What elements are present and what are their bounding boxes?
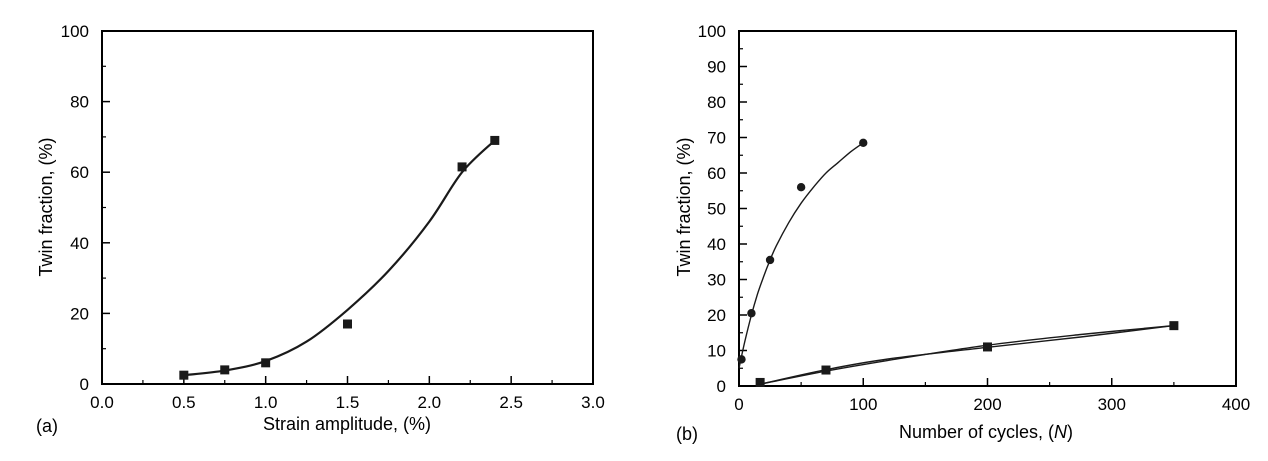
x-tick-label-a-6: 3.0 bbox=[581, 393, 605, 412]
y-tick-label-b-5: 50 bbox=[707, 200, 726, 219]
ticks-a: 0.0 0.5 1.0 1.5 2.0 2.5 3.0 0 20 40 60 80 100 bbox=[61, 22, 605, 412]
x-tick-label-b-3: 300 bbox=[1098, 395, 1126, 414]
x-tick-label-b-2: 200 bbox=[973, 395, 1001, 414]
y-tick-label-b-1: 10 bbox=[707, 342, 726, 361]
markers-b bbox=[737, 138, 1179, 387]
fit-curve-a-series0 bbox=[183, 139, 496, 377]
y-axis-label-a: Twin fraction, (%) bbox=[36, 137, 56, 276]
panel-label-a: (a) bbox=[36, 416, 58, 436]
plot-frame-a bbox=[101, 30, 594, 385]
fit-curve-b-series1-alt bbox=[759, 324, 1174, 385]
ticks-b: 0 100 200 300 400 0 10 20 30 40 50 60 70 80 90 100 bbox=[698, 22, 1251, 414]
y-tick-label-a-0: 0 bbox=[80, 375, 89, 394]
chart-panel-b: 0 100 200 300 400 0 10 20 30 40 50 60 70 80 90 100 Numb… bbox=[674, 22, 1250, 444]
y-tick-label-b-0: 0 bbox=[717, 377, 726, 396]
y-tick-label-a-1: 20 bbox=[70, 304, 89, 323]
x-tick-label-a-4: 2.0 bbox=[418, 393, 442, 412]
y-tick-label-b-8: 80 bbox=[707, 93, 726, 112]
data-point-b-series0-0 bbox=[737, 355, 746, 364]
data-point-a-series0-2 bbox=[261, 358, 271, 368]
x-tick-label-a-1: 0.5 bbox=[172, 393, 196, 412]
x-axis-label-b: Number of cycles, (N) bbox=[899, 422, 1073, 442]
x-axis-label-a: Strain amplitude, (%) bbox=[263, 414, 431, 434]
y-tick-label-a-4: 80 bbox=[70, 93, 89, 112]
x-tick-label-a-3: 1.5 bbox=[336, 393, 360, 412]
data-point-a-series0-0 bbox=[179, 370, 189, 380]
x-tick-label-a-2: 1.0 bbox=[254, 393, 278, 412]
y-tick-label-b-7: 70 bbox=[707, 129, 726, 148]
y-tick-label-b-6: 60 bbox=[707, 164, 726, 183]
data-point-a-series0-1 bbox=[220, 365, 230, 375]
data-point-b-series0-1 bbox=[747, 309, 756, 318]
markers-a bbox=[179, 135, 500, 380]
y-tick-label-a-3: 60 bbox=[70, 163, 89, 182]
fit-curve-b-series1 bbox=[759, 324, 1174, 385]
data-point-a-series0-4 bbox=[457, 162, 467, 172]
chart-panel-a: 0.0 0.5 1.0 1.5 2.0 2.5 3.0 0 20 40 60 80 100 Strain… bbox=[36, 22, 605, 436]
data-point-b-series1-3 bbox=[1169, 321, 1179, 331]
x-tick-label-a-0: 0.0 bbox=[90, 393, 114, 412]
data-point-b-series0-2 bbox=[765, 255, 775, 265]
data-point-b-series0-4 bbox=[859, 138, 868, 148]
y-tick-label-a-5: 100 bbox=[61, 22, 89, 41]
y-tick-label-a-2: 40 bbox=[70, 234, 89, 253]
y-tick-label-b-10: 100 bbox=[698, 22, 726, 41]
data-point-b-series1-2 bbox=[983, 342, 992, 352]
x-tick-label-b-4: 400 bbox=[1222, 395, 1250, 414]
data-point-b-series1-1 bbox=[821, 365, 831, 375]
fit-curves-b bbox=[738, 142, 1174, 385]
x-tick-label-b-1: 100 bbox=[849, 395, 877, 414]
plot-frame-b bbox=[738, 30, 1237, 387]
panel-label-b: (b) bbox=[676, 424, 698, 444]
x-axis-label-b-variable: N bbox=[1054, 422, 1068, 442]
data-point-b-series1-0 bbox=[755, 377, 765, 387]
fit-curves-a bbox=[183, 139, 496, 377]
data-point-b-series0-3 bbox=[796, 183, 806, 192]
data-point-a-series0-3 bbox=[343, 319, 352, 329]
fit-curve-b-series0 bbox=[738, 142, 864, 369]
x-axis-label-b-suffix: ) bbox=[1067, 422, 1073, 442]
data-point-a-series0-5 bbox=[490, 135, 500, 145]
x-tick-label-a-5: 2.5 bbox=[499, 393, 523, 412]
x-axis-label-b-prefix: Number of cycles, ( bbox=[899, 422, 1054, 442]
x-tick-label-b-0: 0 bbox=[734, 395, 743, 414]
y-tick-label-b-4: 40 bbox=[707, 235, 726, 254]
y-tick-label-b-2: 20 bbox=[707, 306, 726, 325]
y-axis-label-b: Twin fraction, (%) bbox=[674, 137, 694, 276]
y-tick-label-b-3: 30 bbox=[707, 271, 726, 290]
y-tick-label-b-9: 90 bbox=[707, 58, 726, 77]
